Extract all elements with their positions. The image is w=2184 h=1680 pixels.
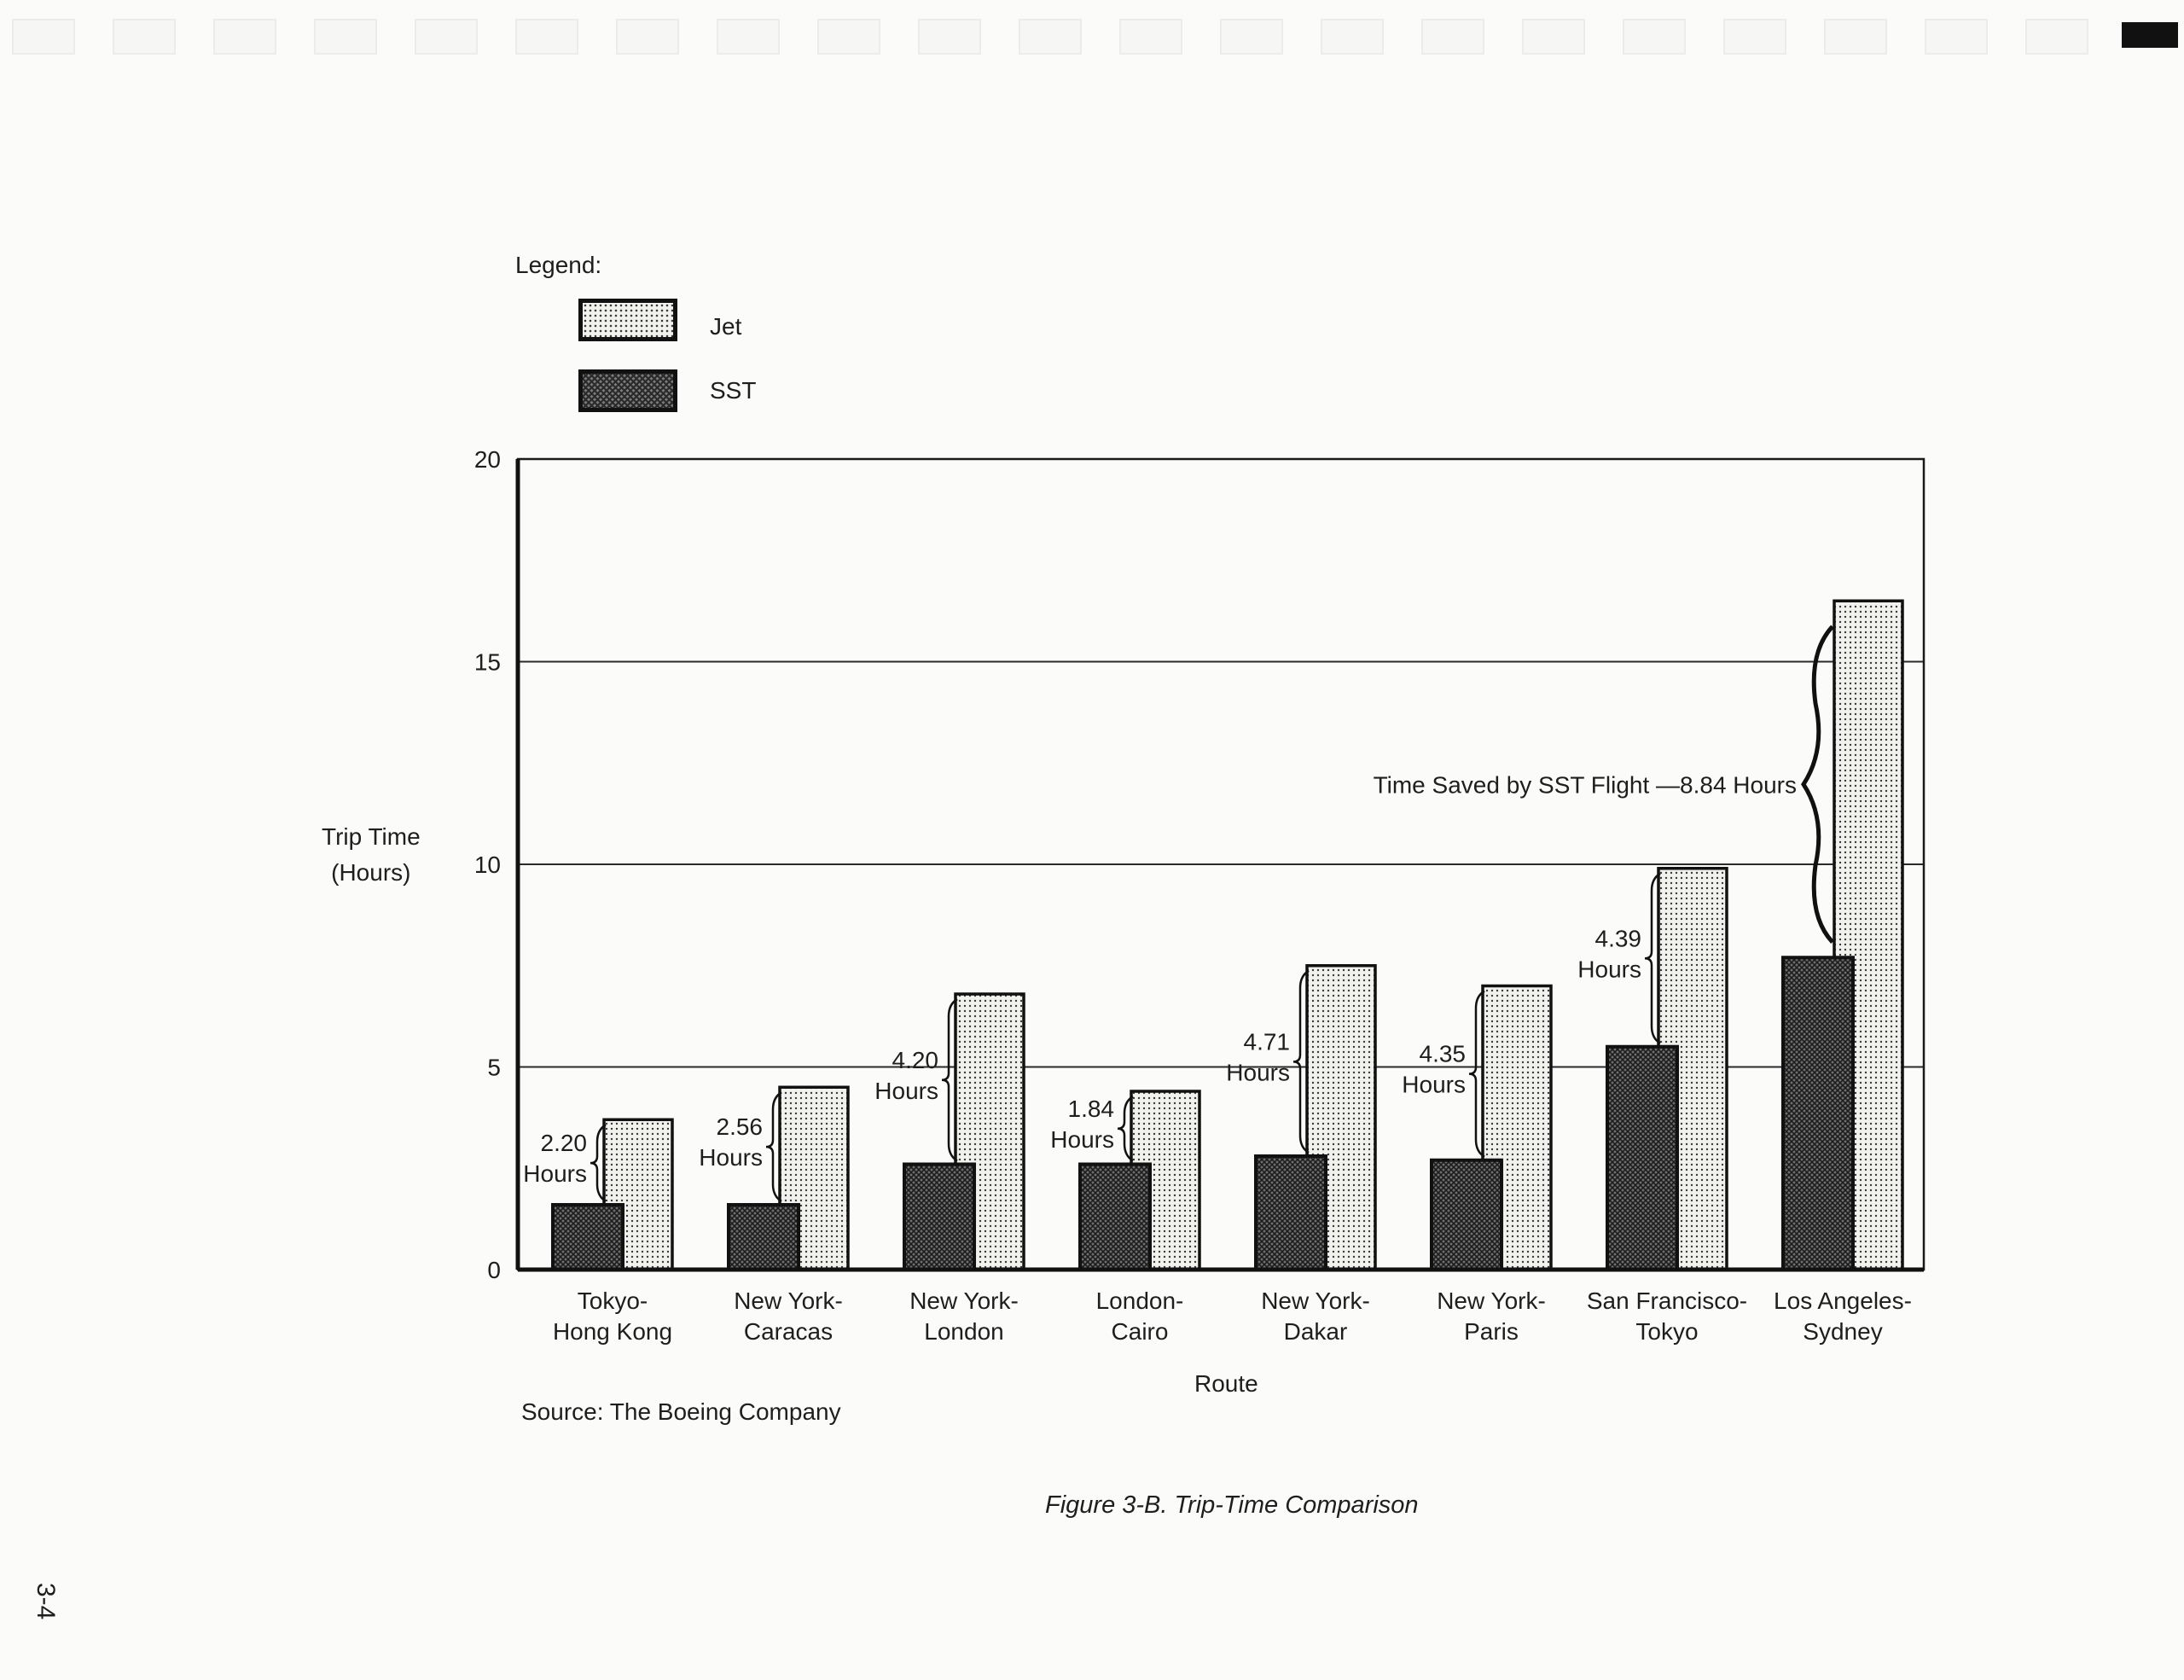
- category-label: London-: [1096, 1288, 1184, 1314]
- annotation-label: Hours: [1577, 956, 1641, 982]
- annotation-label: 4.39: [1595, 925, 1642, 951]
- category-label: Cairo: [1112, 1318, 1169, 1345]
- annotation-label: Hours: [1226, 1059, 1290, 1085]
- category-label: Dakar: [1284, 1318, 1348, 1345]
- y-axis-label-line2: (Hours): [331, 859, 411, 886]
- brace: [1644, 872, 1661, 1044]
- source-note: Source: The Boeing Company: [521, 1398, 841, 1425]
- annotation-label: 2.20: [541, 1130, 588, 1156]
- strip-box: [12, 19, 75, 55]
- category-label: London: [924, 1318, 1003, 1345]
- y-tick-label: 5: [487, 1055, 501, 1081]
- annotation-label: Hours: [1050, 1126, 1114, 1153]
- brace: [1468, 990, 1485, 1158]
- category-label: New York-: [909, 1288, 1019, 1314]
- annotation-label: 1.84: [1068, 1096, 1115, 1122]
- strip-box: [1623, 19, 1686, 55]
- category-label: Tokyo: [1635, 1318, 1698, 1345]
- strip-box: [415, 19, 478, 55]
- bar-sst: [1606, 1044, 1679, 1271]
- legend-title: Legend:: [515, 252, 602, 278]
- bar-sst: [903, 1162, 976, 1271]
- category-label: New York-: [1261, 1288, 1370, 1314]
- bars: [551, 599, 1904, 1271]
- category-label: Tokyo-: [578, 1288, 648, 1314]
- annotation-label: 2.56: [717, 1113, 764, 1140]
- brace-large: [1801, 625, 1834, 944]
- category-label: San Francisco-: [1587, 1288, 1747, 1314]
- annotation-label: 4.71: [1244, 1028, 1291, 1055]
- legend-label-sst: SST: [710, 377, 757, 404]
- strip-box: [314, 19, 377, 55]
- y-tick-label: 10: [474, 852, 501, 878]
- strip-box: [515, 19, 578, 55]
- category-label: Caracas: [744, 1318, 833, 1345]
- brace: [765, 1091, 782, 1203]
- scan-top-strip: [0, 0, 2184, 60]
- brace: [1117, 1095, 1134, 1162]
- strip-box: [1321, 19, 1384, 55]
- bar-sst: [1254, 1154, 1327, 1271]
- bar-sst: [727, 1203, 800, 1271]
- axes: [515, 457, 1926, 1272]
- strip-box: [213, 19, 276, 55]
- annotation-label: 4.35: [1420, 1041, 1467, 1067]
- bar-sst: [1781, 956, 1855, 1271]
- y-axis-label: Trip Time (Hours): [322, 819, 421, 891]
- y-tick-label: 20: [474, 446, 501, 473]
- strip-box: [1119, 19, 1182, 55]
- annotation-label: Hours: [874, 1078, 938, 1104]
- strip-box: [1522, 19, 1585, 55]
- brace: [1292, 969, 1310, 1154]
- annotation-label: Hours: [1402, 1072, 1466, 1098]
- strip-box: [1723, 19, 1786, 55]
- figure-caption: Figure 3-B. Trip-Time Comparison: [1045, 1491, 1419, 1519]
- category-labels: Tokyo- Hong Kong New York- Caracas New York-…: [553, 1288, 1912, 1345]
- x-axis-label: Route: [1194, 1370, 1258, 1397]
- strip-box: [1421, 19, 1484, 55]
- category-label: Sydney: [1803, 1318, 1882, 1345]
- strip-box: [918, 19, 981, 55]
- y-tick-labels: 0 5 10 15 20: [474, 446, 501, 1283]
- brace: [590, 1124, 607, 1203]
- bar-sst: [1078, 1162, 1152, 1271]
- strip-box: [1925, 19, 1988, 55]
- category-label: Hong Kong: [553, 1318, 672, 1345]
- strip-box: [1019, 19, 1082, 55]
- annotation-label: Hours: [699, 1144, 763, 1171]
- category-label: New York-: [734, 1288, 843, 1314]
- strip-box: [616, 19, 679, 55]
- brace: [941, 997, 958, 1162]
- legend-label-jet: Jet: [710, 313, 742, 340]
- strip-box: [817, 19, 880, 55]
- strip-box: [2025, 19, 2088, 55]
- annotation-label: 4.20: [892, 1047, 939, 1073]
- bar-sst: [1430, 1158, 1503, 1271]
- annotation-label: Hours: [523, 1160, 587, 1187]
- legend-swatch-sst: [578, 369, 677, 412]
- corner-registration-mark: [2122, 22, 2178, 48]
- category-label: New York-: [1437, 1288, 1546, 1314]
- y-axis-label-line1: Trip Time: [322, 823, 421, 850]
- category-label: Los Angeles-: [1774, 1288, 1912, 1314]
- time-saved-annotations: 2.20 Hours 2.56 Hours 4.20 Hours 1.84 Hours 4.71…: [523, 625, 1834, 1203]
- y-tick-label: 15: [474, 649, 501, 676]
- y-tick-label: 0: [487, 1257, 501, 1283]
- strip-box: [1220, 19, 1283, 55]
- bar-sst: [551, 1203, 624, 1271]
- category-label: Paris: [1464, 1318, 1519, 1345]
- strip-box: [717, 19, 780, 55]
- annotation-label: Time Saved by SST Flight —8.84 Hours: [1374, 771, 1797, 798]
- legend-swatch-jet: [578, 299, 677, 341]
- strip-box: [113, 19, 176, 55]
- strip-box: [1824, 19, 1887, 55]
